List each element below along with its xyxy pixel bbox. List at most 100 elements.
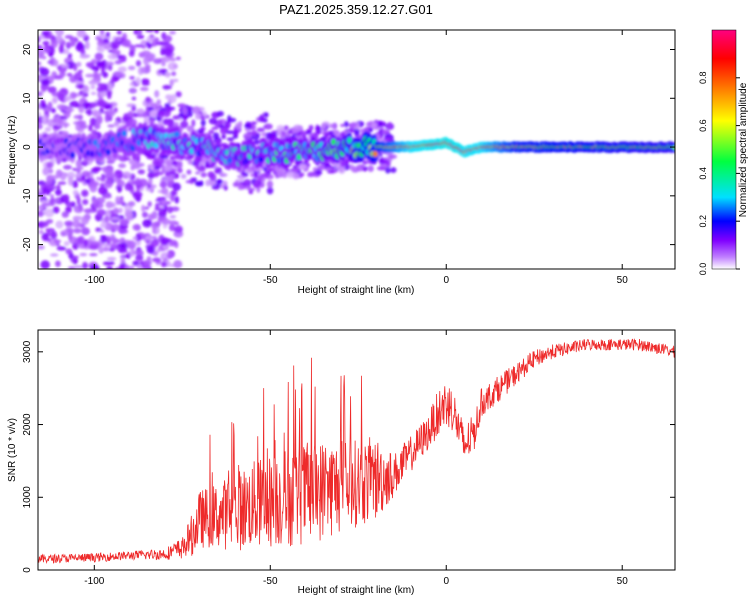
spectrogram-cell bbox=[376, 166, 386, 171]
spectrogram-cell bbox=[161, 187, 169, 195]
spectrogram-cell bbox=[169, 220, 178, 226]
spectrogram-cell bbox=[141, 204, 146, 212]
snr-x-tick-label: -50 bbox=[263, 576, 278, 587]
spectrogram-cell bbox=[158, 209, 167, 219]
spectrogram-cell bbox=[243, 185, 252, 189]
spectrogram-cell bbox=[148, 178, 153, 185]
spectrogram-cell bbox=[187, 109, 193, 118]
spectrogram-cell bbox=[162, 84, 172, 90]
spectrogram-cell bbox=[38, 245, 45, 250]
spectrogram-cell bbox=[110, 236, 117, 242]
spectrogram-cell bbox=[38, 55, 43, 59]
spectrogram-cell bbox=[83, 239, 88, 248]
spectrogram-cell bbox=[161, 242, 168, 246]
spectrogram-cell bbox=[160, 48, 166, 56]
spectrogram-cell bbox=[238, 175, 245, 182]
spectrogram-cell bbox=[243, 132, 252, 140]
spectrogram-cell bbox=[118, 163, 126, 169]
spectrogram-cell bbox=[121, 171, 132, 180]
spectrogram-cell bbox=[79, 54, 90, 59]
spectrogram-cell bbox=[147, 53, 156, 60]
spectrogram-cell bbox=[96, 86, 106, 92]
spectrogram-cell bbox=[67, 53, 73, 59]
spectrogram-cell bbox=[111, 216, 120, 220]
spectrogram-cell bbox=[259, 114, 265, 123]
spectrogram-cell bbox=[253, 139, 260, 145]
spectrogram-cell bbox=[96, 61, 103, 66]
spectrogram-cell bbox=[105, 31, 111, 38]
spectrogram-cell bbox=[200, 119, 206, 127]
colorbar: 0.0 0.2 0.4 0.6 0.8 Normalized spectral ampl… bbox=[698, 29, 749, 275]
spectrogram-cell bbox=[70, 151, 75, 159]
spectrogram-cell bbox=[72, 255, 80, 259]
spectrogram-cell bbox=[56, 184, 61, 191]
spectrogram-cell bbox=[154, 30, 160, 34]
spectrogram-y-tick-label: -10 bbox=[22, 188, 33, 203]
spectrogram-cell bbox=[73, 215, 84, 221]
spectrogram-cell bbox=[68, 177, 73, 183]
spectrogram-cell bbox=[250, 121, 258, 125]
spectrogram-cell bbox=[95, 197, 106, 204]
spectrogram-cell bbox=[56, 246, 67, 251]
spectrogram-cell bbox=[129, 82, 135, 87]
spectrogram-cell bbox=[78, 106, 85, 114]
spectrogram-cell bbox=[173, 260, 183, 269]
spectrogram-cell bbox=[324, 167, 332, 172]
spectrogram-cell bbox=[340, 161, 345, 167]
spectrogram-cell bbox=[50, 108, 56, 114]
spectrogram-cell bbox=[107, 53, 118, 60]
spectrogram-cell bbox=[227, 117, 237, 123]
spectrogram-cell bbox=[247, 187, 256, 192]
spectrogram-cell bbox=[155, 227, 160, 234]
spectrogram-cell bbox=[38, 111, 42, 117]
spectrogram-cell bbox=[291, 128, 300, 133]
spectrogram-cell bbox=[182, 113, 188, 121]
spectrogram-cell bbox=[132, 162, 142, 170]
spectrogram-cell bbox=[59, 87, 69, 97]
spectrogram-cell bbox=[60, 231, 67, 237]
spectrogram-frame bbox=[37, 29, 676, 270]
spectrogram-cell bbox=[98, 186, 108, 195]
spectrogram-cell bbox=[43, 47, 51, 54]
spectrogram-cell bbox=[321, 122, 327, 130]
snr-line bbox=[38, 338, 675, 565]
spectrogram-cell bbox=[308, 124, 314, 131]
spectrogram-cell bbox=[128, 50, 135, 57]
spectrogram-cell bbox=[46, 161, 54, 169]
spectrogram-cell bbox=[142, 260, 152, 266]
spectrogram-cell bbox=[362, 167, 368, 172]
spectrogram-cell bbox=[133, 30, 139, 35]
spectrogram-cell bbox=[120, 256, 126, 265]
spectrogram-cell bbox=[388, 154, 398, 159]
spectrogram-cell bbox=[57, 181, 67, 185]
spectrogram-cell bbox=[72, 189, 79, 196]
spectrogram-cell bbox=[115, 196, 121, 205]
spectrogram-cell bbox=[263, 112, 269, 118]
spectrogram-cell bbox=[61, 211, 69, 218]
spectrogram-x-label: Height of straight line (km) bbox=[298, 285, 415, 296]
spectrogram-cell bbox=[107, 124, 115, 128]
spectrogram-cell bbox=[256, 127, 265, 132]
spectrogram-cell bbox=[257, 175, 264, 182]
colorbar-ticks: 0.0 0.2 0.4 0.6 0.8 bbox=[698, 72, 740, 275]
spectrogram-cell bbox=[118, 172, 124, 179]
spectrogram-cell bbox=[104, 114, 109, 123]
spectrogram-cell bbox=[44, 126, 52, 132]
spectrogram-cell bbox=[169, 30, 176, 35]
spectrogram-cell bbox=[65, 206, 72, 213]
spectrogram-cell bbox=[159, 155, 169, 159]
spectrogram-cell bbox=[98, 34, 107, 39]
spectrogram-cell bbox=[135, 76, 141, 85]
spectrogram-cell bbox=[90, 84, 96, 90]
spectrogram-cell bbox=[63, 172, 68, 177]
spectrogram-cell bbox=[66, 171, 76, 179]
spectrogram-cell bbox=[208, 117, 218, 125]
spectrogram-cell bbox=[232, 181, 239, 187]
spectrogram-cell bbox=[338, 166, 346, 174]
spectrogram-cell bbox=[119, 196, 124, 201]
spectrogram-cell bbox=[319, 164, 325, 170]
spectrogram-cell bbox=[123, 157, 132, 161]
spectrogram-cell bbox=[106, 238, 111, 246]
spectrogram-cell bbox=[44, 208, 55, 218]
